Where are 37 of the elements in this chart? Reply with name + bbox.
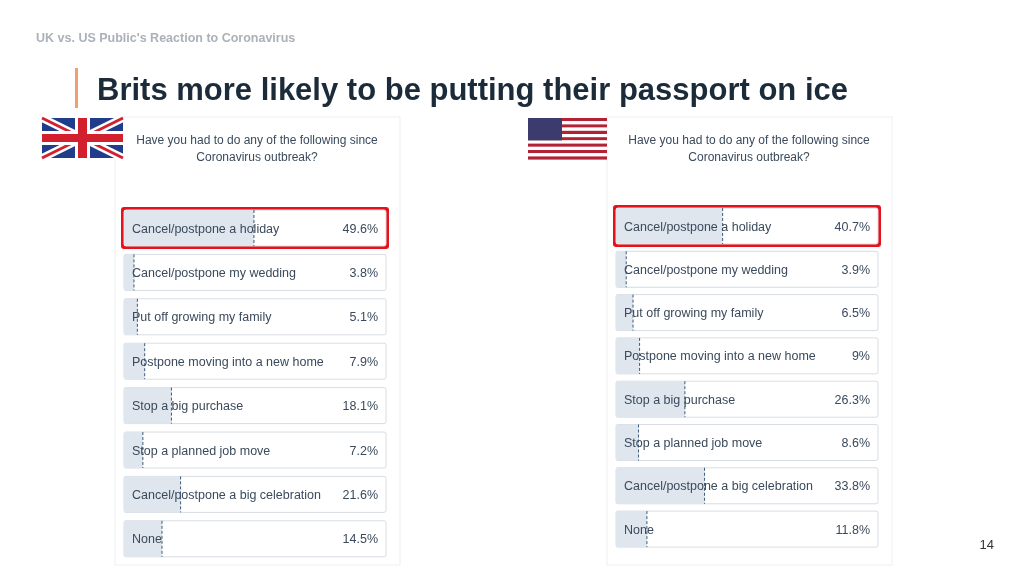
chart-title: Have you had to do any of the following since Coronavirus outbreak? bbox=[136, 133, 379, 164]
y-tick-label: None bbox=[132, 532, 162, 547]
y-tick-label: Stop a big purchase bbox=[624, 392, 736, 407]
data-label: 40.7% bbox=[834, 219, 870, 234]
data-label: 6.5% bbox=[841, 306, 870, 321]
data-label: 14.5% bbox=[342, 532, 378, 547]
data-label: 21.6% bbox=[342, 487, 378, 502]
y-tick-label: Put off growing my family bbox=[132, 310, 273, 325]
y-tick-label: Cancel/postpone a holiday bbox=[132, 221, 281, 236]
data-label: 11.8% bbox=[835, 522, 870, 537]
y-tick-label: Stop a planned job move bbox=[132, 443, 271, 458]
y-tick-label: None bbox=[624, 522, 654, 537]
text: 14 bbox=[979, 537, 994, 552]
data-label: 33.8% bbox=[834, 479, 870, 494]
data-label: 7.9% bbox=[349, 354, 378, 369]
data-label: 3.9% bbox=[841, 262, 870, 277]
text: Brits more likely to be putting their passport on ice bbox=[97, 72, 849, 107]
data-label: 7.2% bbox=[349, 443, 378, 458]
y-tick-label: Cancel/postpone a big celebration bbox=[132, 487, 322, 502]
data-label: 26.3% bbox=[834, 392, 870, 407]
y-tick-label: Cancel/postpone a big celebration bbox=[624, 479, 814, 494]
data-label: 8.6% bbox=[841, 436, 870, 450]
y-tick-label: Cancel/postpone my wedding bbox=[132, 265, 297, 280]
y-tick-label: Cancel/postpone a holiday bbox=[624, 219, 773, 234]
y-tick-label: Postpone moving into a new home bbox=[132, 354, 324, 369]
y-tick-label: Stop a big purchase bbox=[132, 399, 244, 414]
data-label: 49.6% bbox=[342, 221, 378, 236]
data-label: 18.1% bbox=[342, 399, 378, 414]
y-tick-label: Postpone moving into a new home bbox=[624, 349, 816, 364]
data-label: 5.1% bbox=[349, 310, 378, 325]
y-tick-label: Cancel/postpone my wedding bbox=[624, 262, 789, 277]
text: UK vs. US Public's Reaction to Coronavirus bbox=[36, 31, 296, 45]
data-label: 3.8% bbox=[349, 265, 378, 280]
data-label: 9% bbox=[851, 349, 870, 364]
y-tick-label: Stop a planned job move bbox=[624, 436, 763, 450]
chart-title: Have you had to do any of the following since Coronavirus outbreak? bbox=[628, 133, 871, 164]
y-tick-label: Put off growing my family bbox=[624, 306, 765, 321]
